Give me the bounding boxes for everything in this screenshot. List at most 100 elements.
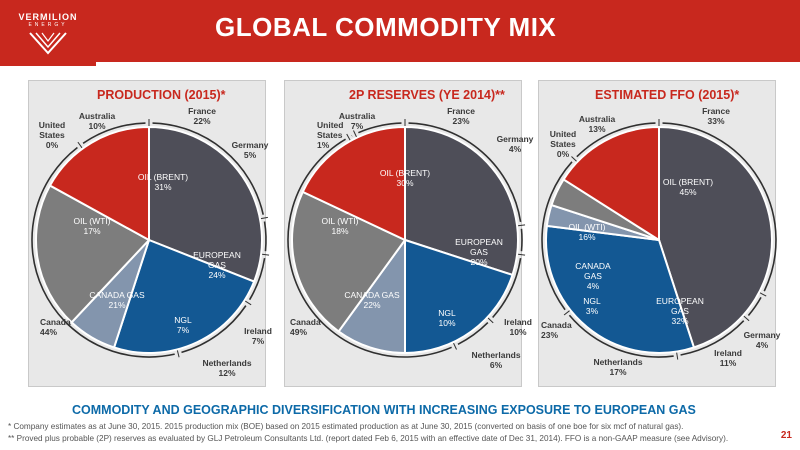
geo-arc-germany: [747, 296, 762, 316]
geo-label-line: Netherlands: [593, 357, 642, 367]
slice-label-line: 10%: [438, 318, 455, 328]
slice-label-line: EUROPEAN: [656, 296, 704, 306]
slice-label-line: 21%: [108, 300, 125, 310]
slice-label-line: 7%: [177, 325, 190, 335]
geo-label-line: Canada: [541, 320, 572, 330]
geo-tick: [176, 350, 180, 358]
geo-label-line: 23%: [541, 330, 558, 340]
geo-arc-canada: [287, 138, 452, 358]
pie-slice-oil-wti: [301, 125, 406, 242]
geo-label-line: France: [447, 106, 475, 116]
geo-label-line: Canada: [290, 317, 321, 327]
slice-label-line: OIL (BRENT): [663, 177, 713, 187]
slice-label-line: 17%: [83, 226, 100, 236]
geo-label-line: States: [317, 130, 343, 140]
pie-slice-european-gas: [545, 224, 696, 354]
geo-label-line: Canada: [40, 317, 71, 327]
slice-label-line: OIL (BRENT): [380, 168, 430, 178]
geo-label-line: Australia: [79, 111, 116, 121]
geo-label-line: Australia: [339, 111, 376, 121]
geo-label-line: United: [550, 129, 576, 139]
footnote-1: * Company estimates as at June 30, 2015.…: [8, 422, 684, 431]
geo-label-line: Netherlands: [471, 350, 520, 360]
geo-arc-australia: [82, 122, 146, 144]
geo-label-line: 0%: [46, 140, 59, 150]
geo-label-line: United: [39, 120, 65, 130]
slice-label-line: GAS: [208, 260, 226, 270]
geo-label-line: 12%: [218, 368, 235, 378]
page-title: GLOBAL COMMODITY MIX: [215, 12, 557, 42]
logo-chevron-icon: [29, 32, 67, 55]
slice-label-oil-wti: OIL (WTI)16%: [569, 222, 606, 242]
slice-label-line: 20%: [470, 257, 487, 267]
geo-label-line: 4%: [756, 340, 769, 350]
geo-label-line: 11%: [720, 358, 737, 368]
slice-label-line: EUROPEAN: [193, 250, 241, 260]
slice-label-oil-wti: OIL (WTI)17%: [74, 216, 111, 236]
geo-label-line: Ireland: [244, 326, 272, 336]
geo-tick: [260, 216, 268, 220]
geo-arc-netherlands: [181, 305, 247, 354]
pie-slice-european-gas: [112, 238, 256, 354]
geo-tick: [518, 224, 526, 227]
geo-label-line: Australia: [579, 114, 616, 124]
geo-label-line: 7%: [252, 336, 265, 346]
geo-arc-canada: [31, 146, 175, 358]
slice-label-line: 4%: [587, 281, 600, 291]
geo-arc-netherlands: [457, 322, 489, 346]
pie-slice-oil-brent: [148, 125, 263, 283]
geo-arc-australia: [576, 122, 656, 158]
slice-label-line: GAS: [470, 247, 488, 257]
geo-tick: [563, 310, 570, 316]
geo-tick: [743, 315, 750, 322]
pie-slice-canada-gas: [35, 184, 151, 324]
pie-slice-european-gas: [404, 238, 514, 355]
slice-label-line: 24%: [208, 270, 225, 280]
geo-label-line: 33%: [707, 116, 724, 126]
slice-label-line: OIL (WTI): [322, 216, 359, 226]
geo-arc-france: [408, 122, 522, 222]
slice-label-line: 30%: [396, 178, 413, 188]
geo-label-line: 44%: [40, 327, 57, 337]
slice-label-line: CANADA GAS: [344, 290, 400, 300]
reserves-title: 2P RESERVES (YE 2014)**: [349, 88, 505, 102]
slice-label-oil-brent: OIL (BRENT)30%: [380, 168, 430, 188]
geo-label-line: France: [188, 106, 216, 116]
pie-slice-oil-wti: [48, 125, 150, 242]
geo-label-line: 10%: [509, 327, 526, 337]
geo-arc-ireland: [492, 258, 522, 319]
footnote-2: ** Proved plus probable (2P) reserves as…: [8, 434, 729, 443]
slice-label-line: 22%: [363, 300, 380, 310]
pie-slice-oil-brent: [404, 125, 519, 277]
geo-arc-france: [152, 122, 265, 215]
slice-label-line: 18%: [331, 226, 348, 236]
slice-label-line: GAS: [671, 306, 689, 316]
geo-tick: [487, 317, 494, 324]
slice-label-line: 3%: [586, 306, 599, 316]
geo-label-line: Germany: [232, 140, 269, 150]
pie-chart-1: OIL (BRENT)31%EUROPEANGAS24%NGL7%CANADA …: [31, 106, 272, 378]
slice-label-line: GAS: [584, 271, 602, 281]
geo-arc-france: [662, 122, 777, 292]
geo-tick: [77, 141, 83, 149]
geo-arc-australia: [358, 122, 402, 134]
